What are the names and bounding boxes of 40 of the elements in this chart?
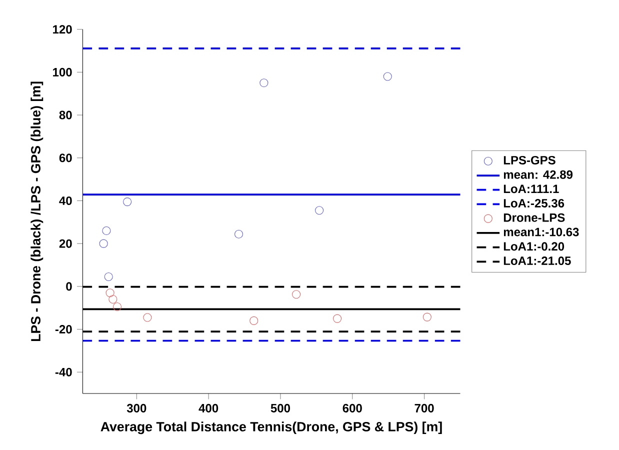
y-tick-label: -40 [55,368,72,377]
y-tick-label: 100 [53,68,72,77]
legend-label: mean1:-10.63 [504,228,579,236]
y-tick-label: 0 [66,282,72,291]
point [106,288,114,298]
x-tick-label: 600 [342,404,362,413]
point [104,272,113,282]
y-tick-label: 80 [59,110,72,120]
point [292,290,301,299]
x-axis-title: Average Total Distance Tennis(Drone, GPS & LPS) [m] [100,422,442,434]
point [260,78,268,88]
x-tick-label: 400 [198,404,218,413]
x-tick-label: 300 [126,404,146,413]
legend-label: LoA:111.1 [504,184,559,194]
legend-label: mean: 42.89 [504,170,573,180]
point [143,313,152,322]
point [383,72,392,81]
point [102,226,111,236]
legend-label: LoA1:-0.20 [504,242,564,251]
y-tick-label: 40 [59,196,72,206]
point [422,313,432,322]
y-tick-label: 60 [59,154,72,162]
point [99,240,108,248]
y-tick-label: 20 [59,240,72,248]
point [250,316,258,326]
y-tick-label: -20 [55,325,72,334]
point [333,314,342,324]
y-tick-label: 120 [53,25,72,34]
point [123,198,132,206]
point [112,302,122,312]
y-axis-title: LPS - Drone (black) /LPS - GPS (blue) [m] [30,82,44,342]
legend-label: LoA1:-21.05 [504,256,571,266]
legend-label: LoA:-25.36 [504,199,564,208]
x-tick-label: 700 [414,404,434,413]
point [108,295,118,304]
x-tick-label: 500 [270,404,290,413]
point [315,206,324,215]
legend-label: Drone-LPS [504,214,565,222]
legend-label: LPS-GPS [504,156,556,165]
point [234,230,244,239]
